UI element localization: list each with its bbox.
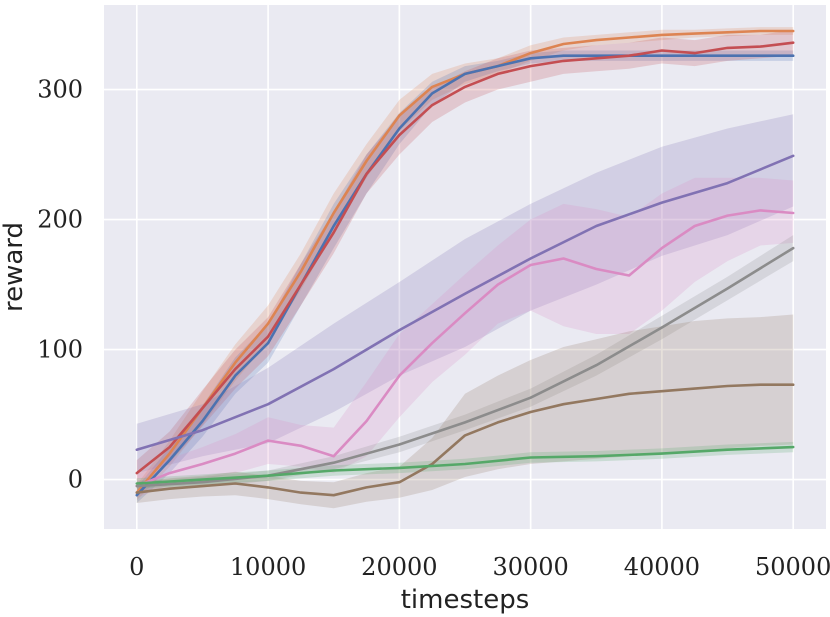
y-tick-label: 100 [37, 336, 83, 364]
x-tick-label: 0 [129, 553, 144, 581]
y-axis-label: reward [0, 222, 29, 312]
x-tick-label: 20000 [361, 553, 437, 581]
x-axis-label: timesteps [401, 585, 530, 615]
y-tick-label: 300 [37, 76, 83, 104]
x-tick-label: 10000 [230, 553, 306, 581]
y-tick-labels: 0 100 200 300 [37, 76, 83, 494]
y-tick-label: 200 [37, 206, 83, 234]
series-blue-line [135, 54, 795, 497]
x-tick-label: 30000 [492, 553, 568, 581]
series-pink-line [135, 209, 795, 488]
y-tick-label: 0 [68, 466, 83, 494]
plot-background [104, 5, 826, 529]
series-purple-line [135, 154, 795, 452]
x-tick-labels: 0 10000 20000 30000 40000 50000 [129, 553, 830, 581]
series-brown-band [136, 314, 794, 509]
series-green-line [135, 445, 795, 485]
grid-lines [104, 5, 826, 529]
series-brown-line [135, 383, 795, 497]
x-tick-label: 50000 [755, 553, 830, 581]
series-lines [135, 29, 795, 497]
x-tick-label: 40000 [624, 553, 700, 581]
series-red-line [135, 41, 795, 475]
series-pink-band [136, 177, 794, 498]
